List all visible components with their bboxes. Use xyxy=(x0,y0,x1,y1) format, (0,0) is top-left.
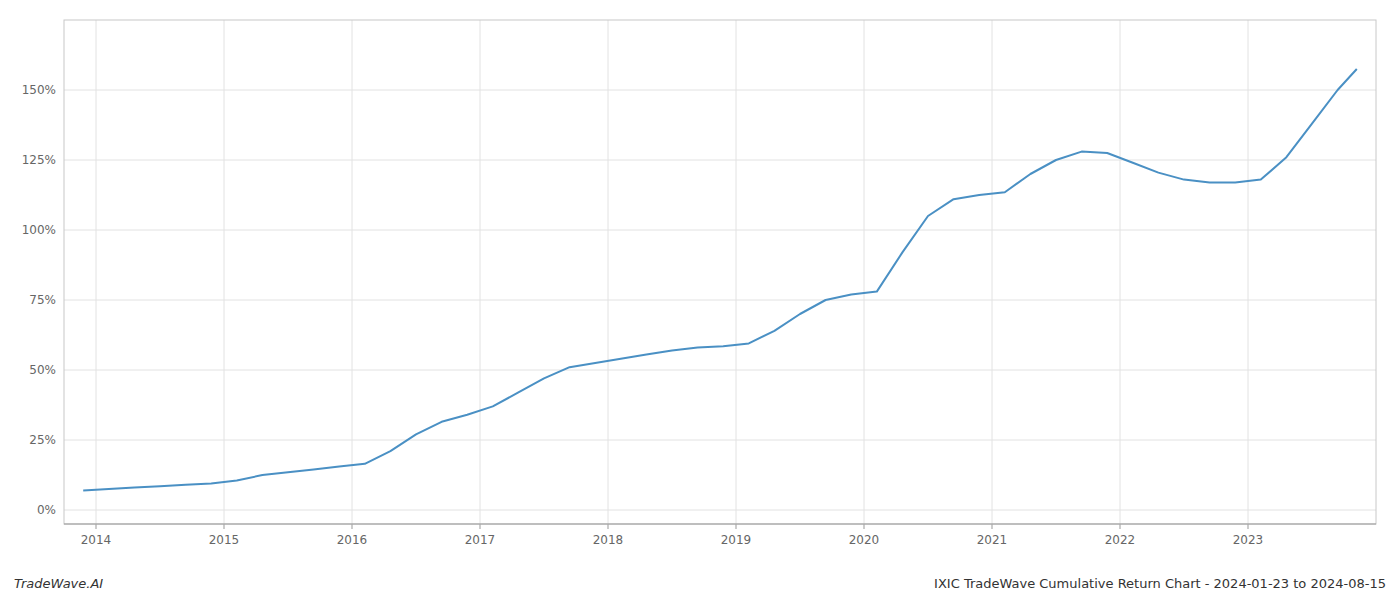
x-grid-line xyxy=(96,20,97,524)
x-tick-mark xyxy=(1120,524,1121,529)
x-grid-line xyxy=(1120,20,1121,524)
x-tick-mark xyxy=(864,524,865,529)
y-tick-label: 0% xyxy=(37,503,56,517)
x-tick-mark xyxy=(96,524,97,529)
series-group xyxy=(83,69,1357,490)
x-tick-label: 2023 xyxy=(1233,533,1264,547)
x-tick-label: 2021 xyxy=(977,533,1008,547)
y-tick-label: 100% xyxy=(22,223,56,237)
x-tick-label: 2015 xyxy=(209,533,240,547)
x-grid-line xyxy=(992,20,993,524)
x-grid-line xyxy=(864,20,865,524)
x-tick-label: 2014 xyxy=(81,533,112,547)
x-grid-line xyxy=(608,20,609,524)
x-tick-mark xyxy=(224,524,225,529)
y-tick-label: 150% xyxy=(22,83,56,97)
x-tick-label: 2022 xyxy=(1105,533,1136,547)
axes: 0% 25% 50% 75% 100% 125% 150% 2014 2015 2016 2017 2… xyxy=(22,20,1376,547)
x-tick-mark xyxy=(480,524,481,529)
y-grid-line xyxy=(64,370,1376,371)
y-grid-line xyxy=(64,160,1376,161)
x-tick-mark xyxy=(1248,524,1249,529)
chart: 0% 25% 50% 75% 100% 125% 150% 2014 2015 2016 2017 2… xyxy=(0,0,1400,600)
y-grid-line xyxy=(64,90,1376,91)
y-grid-line xyxy=(64,440,1376,441)
grid xyxy=(64,20,1376,524)
x-grid-line xyxy=(736,20,737,524)
x-tick-mark xyxy=(352,524,353,529)
x-tick-mark xyxy=(608,524,609,529)
x-tick-label: 2017 xyxy=(465,533,496,547)
line xyxy=(83,69,1357,490)
x-tick-label: 2016 xyxy=(337,533,368,547)
y-grid-line xyxy=(64,300,1376,301)
footer-text: TradeWave.AI xyxy=(14,576,103,591)
y-grid-line xyxy=(64,510,1376,511)
x-grid-line xyxy=(352,20,353,524)
y-tick-label: 125% xyxy=(22,153,56,167)
background xyxy=(0,0,1400,600)
x-tick-label: 2019 xyxy=(721,533,752,547)
y-tick-label: 75% xyxy=(29,293,56,307)
x-axis-line xyxy=(64,524,1376,525)
x-tick-mark xyxy=(736,524,737,529)
x-grid-line xyxy=(1248,20,1249,524)
x-tick-label: 2020 xyxy=(849,533,880,547)
x-grid-line xyxy=(480,20,481,524)
y-tick-label: 50% xyxy=(29,363,56,377)
plot-frame xyxy=(64,20,1376,524)
x-tick-mark xyxy=(992,524,993,529)
x-tick-label: 2018 xyxy=(593,533,624,547)
y-grid-line xyxy=(64,230,1376,231)
x-grid-line xyxy=(224,20,225,524)
footer-text: IXIC TradeWave Cumulative Return Chart -… xyxy=(934,576,1386,591)
y-tick-label: 25% xyxy=(29,433,56,447)
